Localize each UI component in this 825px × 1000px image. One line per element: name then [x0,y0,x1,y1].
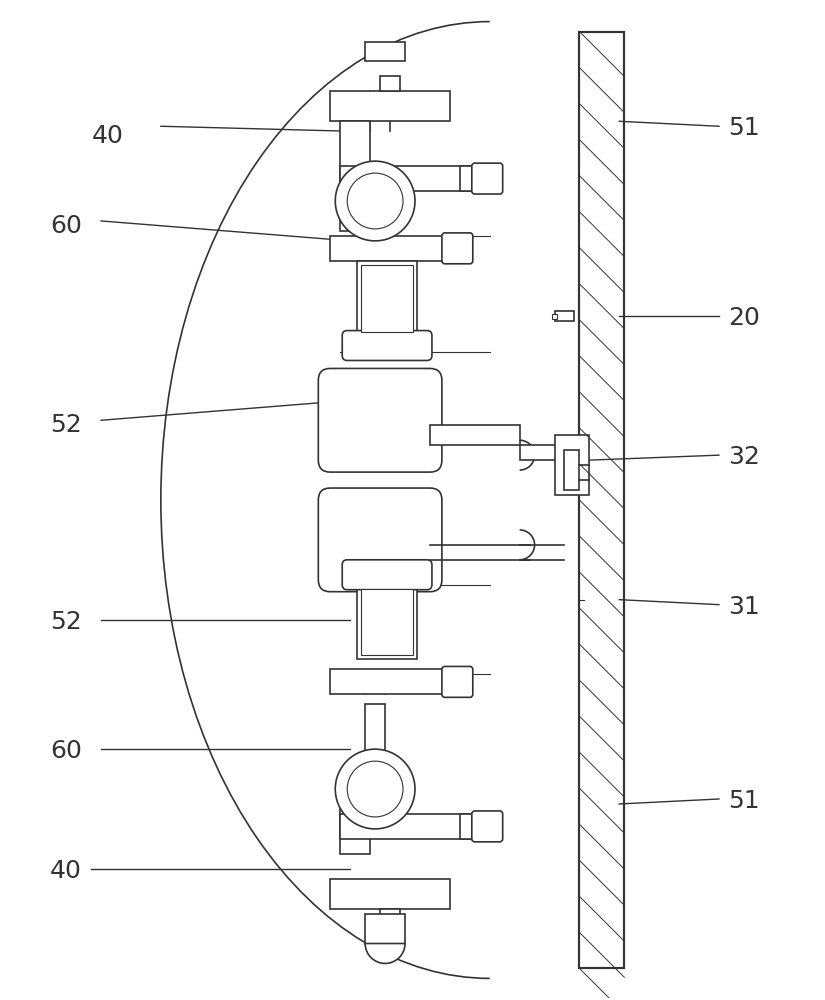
FancyBboxPatch shape [342,560,432,590]
Bar [554,311,574,321]
Bar [340,166,480,191]
Text: 20: 20 [728,306,760,330]
Circle shape [335,161,415,241]
Bar [365,914,405,944]
FancyBboxPatch shape [472,811,502,842]
Bar [365,201,385,251]
Bar [554,435,589,495]
Text: 52: 52 [50,413,82,437]
Bar [579,32,625,968]
Bar [365,42,405,61]
Bar [340,814,480,839]
Text: 51: 51 [728,789,760,813]
Bar [460,166,490,191]
Text: 51: 51 [728,116,760,140]
Text: 52: 52 [50,610,82,634]
Bar [380,909,400,924]
Bar [330,236,460,261]
Text: 60: 60 [50,214,82,238]
Bar [365,704,385,764]
Bar [357,261,417,336]
Bar [340,784,370,854]
Bar [330,879,450,909]
FancyBboxPatch shape [342,331,432,360]
Bar [357,585,417,659]
Bar [564,450,579,490]
FancyBboxPatch shape [318,488,442,592]
Bar [520,445,584,460]
Text: 40: 40 [92,124,124,148]
Circle shape [347,761,403,817]
Bar [330,91,450,121]
Bar [361,589,413,655]
Text: 31: 31 [728,595,760,619]
Circle shape [347,173,403,229]
FancyBboxPatch shape [318,368,442,472]
Bar [579,32,625,968]
FancyBboxPatch shape [442,666,473,697]
Bar [552,314,557,319]
Text: 32: 32 [728,445,760,469]
FancyBboxPatch shape [472,163,502,194]
Bar [380,76,400,91]
Bar [430,425,520,445]
FancyBboxPatch shape [442,233,473,264]
Circle shape [335,749,415,829]
Text: 60: 60 [50,739,82,763]
Bar [361,265,413,332]
Bar [330,669,460,694]
Wedge shape [365,944,405,963]
Bar [340,121,370,231]
Bar [460,814,490,839]
Text: 40: 40 [50,859,82,883]
